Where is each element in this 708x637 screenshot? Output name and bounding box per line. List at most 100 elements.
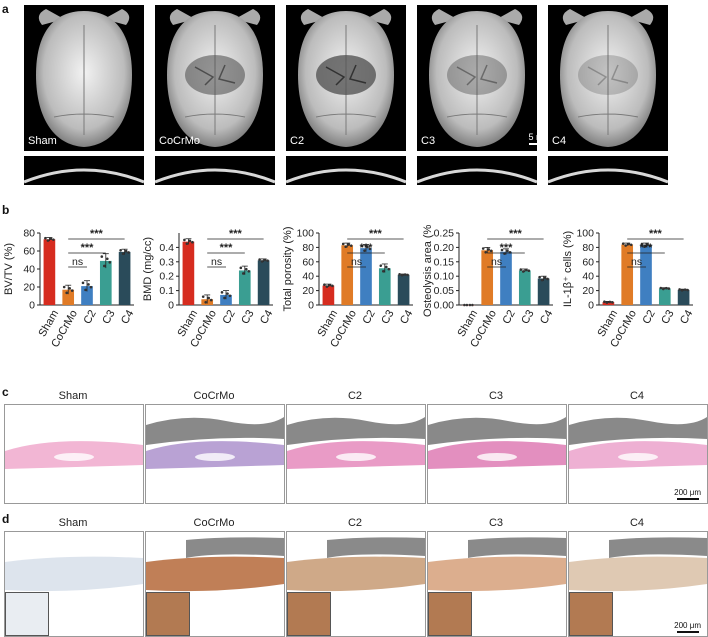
y-axis-label: BV/TV (%): [3, 243, 15, 295]
bone-arc: [548, 168, 668, 184]
x-tick-label: C4: [398, 308, 415, 326]
data-point: [183, 238, 186, 242]
tissue-render: [5, 441, 143, 469]
tissue-render: [428, 537, 566, 592]
bar-c2: [360, 248, 372, 305]
bar-sham: [43, 239, 56, 305]
data-point: [680, 289, 684, 292]
magnified-inset: [287, 592, 331, 636]
wear-debris-layer: [428, 417, 566, 445]
data-point: [223, 296, 226, 300]
data-point: [481, 247, 485, 250]
data-point: [89, 285, 93, 289]
data-point: [686, 288, 689, 292]
bar-c3: [99, 260, 112, 305]
data-point: [406, 273, 409, 277]
x-tick-label: C2: [640, 308, 657, 326]
significance-label: ***: [509, 228, 523, 240]
y-tick-label: 80: [582, 242, 594, 254]
marrow-cavity: [54, 453, 94, 461]
skull-left-arch: [300, 9, 326, 25]
data-point: [489, 249, 493, 253]
y-tick-label: 0: [168, 300, 174, 312]
significance-label: ***: [369, 228, 383, 240]
y-tick-label: 0.25: [434, 228, 455, 240]
y-tick-label: 0: [29, 300, 35, 312]
data-point: [325, 285, 329, 288]
y-tick-label: 80: [302, 242, 314, 254]
panel-letter-d: d: [2, 512, 10, 526]
data-point: [121, 252, 125, 256]
histology-c-image: [4, 404, 144, 504]
histology-d-label: C4: [629, 517, 645, 529]
significance-label: ***: [81, 242, 95, 254]
data-point: [245, 267, 248, 271]
wear-debris-layer: [569, 417, 707, 445]
data-point: [266, 259, 269, 262]
cross-section-render: [24, 168, 144, 184]
skull-suture: [446, 25, 508, 135]
data-point: [385, 265, 388, 269]
panel-letter-b: b: [2, 203, 10, 217]
y-tick-label: 0.3: [159, 256, 174, 268]
data-point: [519, 268, 523, 271]
bone-defect: [456, 64, 498, 86]
data-point: [201, 295, 205, 298]
data-point: [363, 249, 366, 252]
bone-arc: [286, 168, 406, 184]
data-point: [624, 244, 627, 247]
significance-label: ***: [360, 242, 374, 254]
data-point: [629, 243, 633, 247]
data-point: [46, 239, 50, 242]
marrow-cavity: [618, 453, 658, 461]
y-tick-label: 60: [582, 256, 594, 268]
data-point: [538, 275, 541, 279]
data-point: [678, 288, 681, 291]
tissue-render: [287, 417, 425, 469]
x-tick-label: C2: [220, 308, 237, 326]
magnified-inset: [569, 592, 613, 636]
significance-label: ***: [220, 242, 234, 254]
histology-d-label: Sham: [58, 517, 88, 529]
significance-label: ns: [72, 256, 83, 268]
data-point: [398, 273, 401, 276]
data-point: [49, 237, 53, 241]
data-point: [659, 286, 663, 290]
data-point: [188, 239, 192, 243]
skull-scale-bar: 5 mm: [529, 132, 537, 145]
skull-render: [36, 9, 132, 147]
bar-c4: [118, 251, 131, 305]
bar-cocrmo: [621, 244, 634, 305]
wear-debris-layer: [186, 537, 284, 558]
significance-label: ns: [491, 256, 502, 268]
skull-right-arch: [366, 9, 392, 25]
stained-tissue: [428, 556, 566, 592]
x-tick-label: C3: [239, 308, 256, 326]
data-point: [403, 273, 407, 276]
data-point: [400, 273, 404, 277]
osteolysis-region: [447, 55, 507, 95]
bar-c3: [378, 268, 391, 305]
y-axis-label: IL-1β⁺ cells (%): [562, 231, 574, 307]
data-point: [522, 270, 525, 273]
x-tick-label: C3: [100, 308, 117, 326]
data-point: [52, 238, 55, 241]
skull-cross-section: [24, 156, 144, 185]
skull-right-arch: [628, 9, 654, 25]
data-point: [103, 264, 106, 268]
significance-label: ***: [90, 228, 104, 240]
data-point: [119, 248, 122, 252]
skull-right-arch: [235, 9, 261, 25]
data-point: [379, 264, 383, 267]
data-point: [68, 287, 71, 290]
tissue-render: [5, 556, 143, 592]
x-tick-label: C2: [360, 308, 377, 326]
data-point: [646, 243, 649, 246]
data-point: [258, 258, 261, 261]
y-tick-label: 0.2: [159, 271, 174, 283]
y-axis-label: Total porosity (%): [282, 227, 294, 312]
skull-render: [167, 9, 263, 147]
skull-render: [298, 9, 394, 147]
y-tick-label: 0: [588, 300, 594, 312]
